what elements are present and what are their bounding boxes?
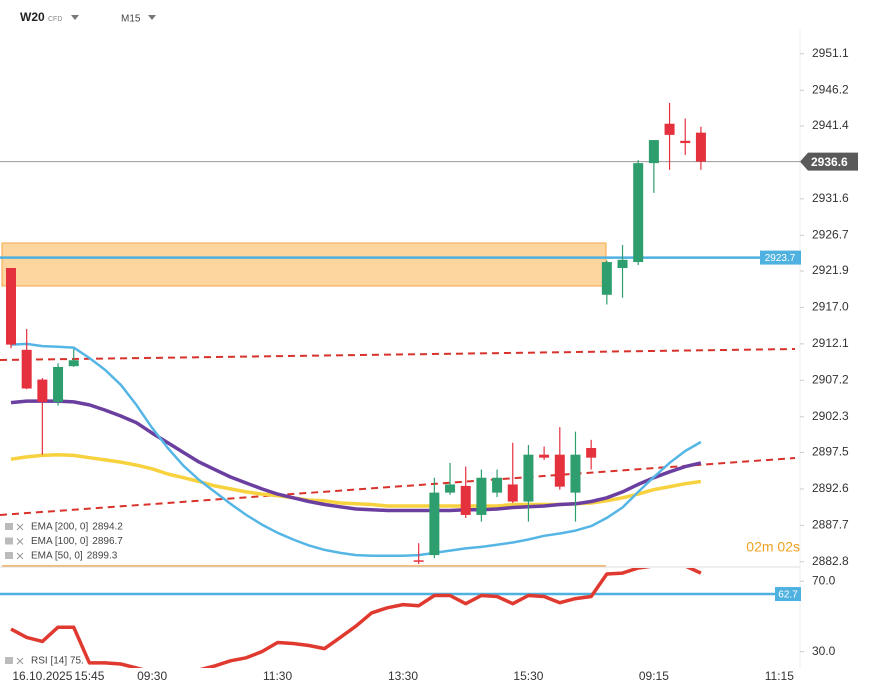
x-tick-label: 11:30 xyxy=(263,669,292,683)
y-tick-label: 2897.5 xyxy=(812,445,849,459)
candle-body xyxy=(460,485,471,515)
timeframe[interactable]: M15 xyxy=(121,14,141,25)
legend-icon xyxy=(5,657,13,664)
legend-value: 2899.3 xyxy=(87,551,118,562)
y-tick-label: 2912.1 xyxy=(812,336,849,350)
rsi-level-label: 62.7 xyxy=(778,590,798,601)
y-tick-label: 2917.0 xyxy=(812,300,849,314)
symbol[interactable]: W20 xyxy=(20,10,45,24)
y-tick-label: 2926.7 xyxy=(812,227,849,241)
y-tick-label: 2921.9 xyxy=(812,263,849,277)
x-tick-label: 15:30 xyxy=(513,669,543,683)
current-price-badge xyxy=(800,152,858,171)
legend-value: 2894.2 xyxy=(92,522,123,533)
legend-close-icon xyxy=(16,538,24,545)
candle-body xyxy=(539,454,550,458)
candle-body xyxy=(413,560,424,562)
rsi-pane xyxy=(0,568,775,668)
y-tick-label: 2951.1 xyxy=(812,46,849,60)
candle-body xyxy=(37,379,48,402)
candle-body xyxy=(617,259,628,269)
y-tick-label: 2887.7 xyxy=(812,518,849,532)
y-tick-label: 30.0 xyxy=(812,644,836,658)
candle-body xyxy=(601,262,612,295)
candle-body xyxy=(586,447,597,458)
candle-body xyxy=(6,268,16,345)
candle-body xyxy=(695,132,706,162)
legend-name: EMA [200, 0] xyxy=(31,522,88,533)
rsi-line xyxy=(10,568,702,668)
legend-icon xyxy=(5,552,13,559)
candle-body xyxy=(21,349,32,389)
main-pane xyxy=(0,102,800,565)
candle-body xyxy=(523,454,534,502)
candle-body xyxy=(429,492,440,556)
y-tick-label: 2892.6 xyxy=(812,481,849,495)
y-tick-label: 70.0 xyxy=(812,573,836,587)
candle-body xyxy=(445,484,456,493)
candle-body xyxy=(554,454,565,487)
legend-value: 2896.7 xyxy=(92,536,123,547)
candle-body xyxy=(570,454,581,493)
symbol-dropdown[interactable] xyxy=(71,15,79,20)
legend-icon xyxy=(5,537,13,545)
candle-body xyxy=(53,366,64,402)
price-line-label: 2923.7 xyxy=(765,253,796,264)
x-tick-label: 09:30 xyxy=(137,669,167,683)
legend-icon xyxy=(5,523,13,530)
x-tick-label: 13:30 xyxy=(388,669,418,683)
x-tick-label: 11:15 xyxy=(765,669,794,683)
y-tick-label: 2882.8 xyxy=(812,554,849,568)
x-tick-label: 09:15 xyxy=(639,669,669,683)
y-tick-label: 2931.6 xyxy=(812,191,849,205)
ema-line xyxy=(10,399,702,513)
candle-body xyxy=(492,477,503,493)
candle-body xyxy=(633,163,644,263)
y-tick-label: 2946.2 xyxy=(812,82,849,96)
candle-body xyxy=(476,477,487,515)
x-tick-label: 16.10.2025 xyxy=(12,669,72,683)
price-line-badge xyxy=(760,250,801,265)
candle-body xyxy=(507,484,518,502)
current-price-label: 2936.6 xyxy=(811,155,848,169)
instrument-type: CFD xyxy=(48,16,62,23)
zone-rectangle[interactable] xyxy=(1,242,607,287)
y-tick-label: 2902.3 xyxy=(812,409,849,423)
candle-body xyxy=(68,360,79,367)
x-tick-label: 15:45 xyxy=(74,669,104,683)
legend-close-icon xyxy=(16,523,24,531)
overlay: 2951.1 2946.2 2941.4 2931.6 2926.7 2921.9 2917… xyxy=(5,46,858,683)
legend-name: EMA [100, 0] xyxy=(31,536,88,547)
y-tick-label: 2941.4 xyxy=(812,118,849,132)
legend-close-icon xyxy=(16,657,24,665)
timeframe-dropdown[interactable] xyxy=(148,15,156,20)
rsi-level-badge xyxy=(775,587,801,602)
rsi-legend: RSI [14] 75. xyxy=(31,656,84,667)
y-tick-label: 2907.2 xyxy=(812,372,849,386)
ema-line xyxy=(10,342,702,558)
countdown: 02m 02s xyxy=(746,539,800,555)
candle-body xyxy=(664,123,675,135)
candle-body xyxy=(680,140,691,144)
candle-body xyxy=(648,140,659,164)
trend-line[interactable] xyxy=(0,348,796,361)
legend-close-icon xyxy=(16,552,24,560)
trend-line[interactable] xyxy=(0,457,796,516)
legend-name: EMA [50, 0] xyxy=(31,551,83,562)
